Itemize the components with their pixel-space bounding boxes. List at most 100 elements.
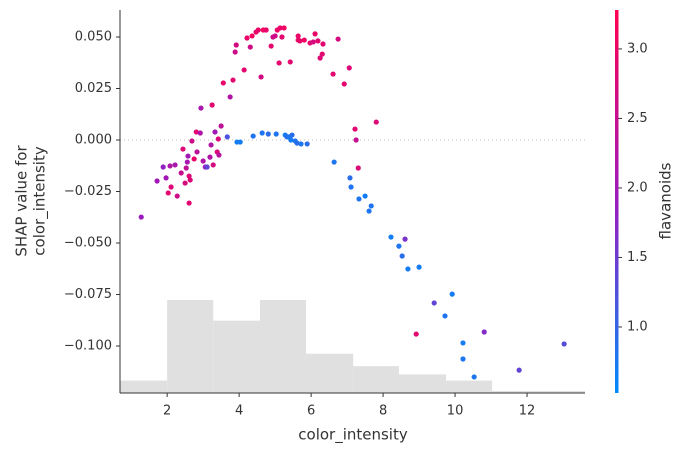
data-point [277,25,283,31]
data-point [227,94,233,100]
data-point [207,154,213,160]
data-point [310,39,316,45]
data-point [208,142,214,148]
plot-layer: 2 4 6 8 10 12 −0.100 −0.075 −0.050 −0.025 0.000 0.0… [64,10,648,419]
data-point [187,177,193,183]
data-point [167,163,173,169]
data-point [197,130,203,136]
histogram-bar [120,380,168,393]
data-point [396,243,402,249]
data-point [174,193,180,199]
data-point [172,162,178,168]
data-point [193,129,199,135]
data-point [189,138,195,144]
histogram-bar [446,380,493,393]
data-point [304,141,310,147]
data-point [218,123,224,129]
x-tick-label: 4 [235,404,243,419]
data-point [362,193,368,199]
data-point [460,356,466,362]
data-point [413,331,419,337]
data-point [341,81,347,87]
data-point [295,33,301,39]
data-point [194,149,200,155]
x-tick-label: 10 [447,404,464,419]
data-point [250,133,256,139]
data-point [220,80,226,86]
data-point [263,27,269,33]
histogram-bar [398,374,447,393]
data-point [481,329,487,335]
histogram-bar [306,353,354,393]
data-point [402,236,408,242]
data-point [449,291,455,297]
y-tick-label: 0.025 [75,81,112,96]
data-point [241,67,247,73]
data-point [388,234,394,240]
histogram-bar [260,300,307,393]
colorbar-tick-label: 3.0 [627,41,648,56]
data-point [297,38,303,44]
data-point [352,126,358,132]
data-point [405,266,411,272]
data-point [160,164,166,170]
data-point [273,131,279,137]
data-point [348,184,354,190]
data-point [180,146,186,152]
data-point [294,140,300,146]
y-tick-label: −0.075 [64,287,112,302]
data-point [298,141,304,147]
data-point [233,42,239,48]
data-point [317,55,323,61]
data-point [319,51,325,57]
data-point [247,44,253,50]
x-tick-label: 8 [379,404,387,419]
data-point [312,31,318,37]
data-point [232,49,238,55]
x-tick-label: 6 [307,404,315,419]
data-point [516,367,522,373]
data-point [356,196,362,202]
data-point [212,129,218,135]
data-point [315,38,321,44]
data-point [204,164,210,170]
colorbar-tick-label: 2.5 [627,111,648,126]
data-point [210,162,216,168]
data-point [353,137,359,143]
data-point [200,158,206,164]
y-tick-label: 0.050 [75,29,112,44]
data-point [346,65,352,71]
y-axis-label: color_intensity [31,146,50,256]
data-point [138,214,144,220]
x-tick-label: 12 [519,404,536,419]
data-point [215,136,221,142]
data-point [287,59,293,65]
colorbar [615,10,619,393]
data-point [399,253,405,259]
x-tick-label: 2 [163,404,171,419]
data-point [335,36,341,42]
data-point [366,208,372,214]
data-point [178,170,184,176]
histogram-bar [353,366,399,393]
colorbar-label: flavanoids [657,162,675,239]
data-point [561,341,567,347]
data-point [184,159,190,165]
data-point [265,131,271,137]
colorbar-tick-label: 2.0 [627,180,648,195]
data-point [471,374,477,380]
data-point [442,313,448,319]
histogram-bar [538,390,585,393]
data-point [331,159,337,165]
data-point [186,200,192,206]
data-point [237,139,243,145]
colorbar-tick-label: 1.5 [627,250,648,265]
data-point [281,25,287,31]
data-point [416,264,422,270]
data-point [198,105,204,111]
data-point [259,130,265,136]
y-tick-label: −0.050 [64,236,112,251]
data-point [460,340,466,346]
data-point [289,132,295,138]
data-point [279,34,285,40]
